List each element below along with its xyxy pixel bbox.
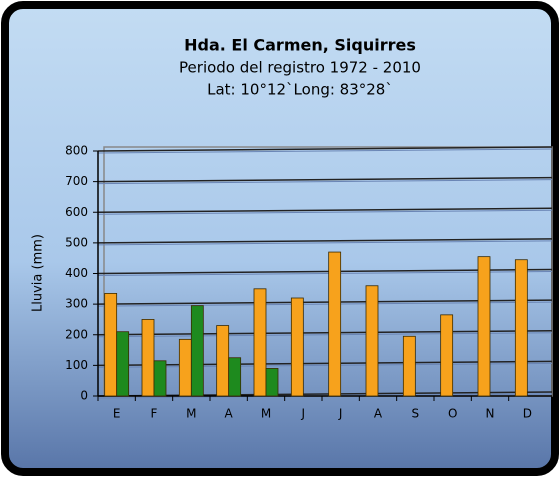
grid-line (97, 238, 553, 244)
bar (477, 256, 491, 397)
subtitle: Periodo del registro 1972 - 2010 (179, 59, 421, 77)
x-tick-label: D (523, 407, 532, 421)
bar (290, 297, 304, 397)
grid-shadow (97, 271, 553, 276)
bar (253, 288, 267, 397)
y-tick-label: 100 (65, 358, 88, 372)
grid-shadow (97, 148, 553, 154)
y-tick-label: 400 (65, 266, 88, 280)
x-tick-label: M (261, 407, 271, 421)
y-tick-label: 0 (80, 389, 88, 403)
x-tick-label: J (301, 407, 306, 421)
y-tick-label: 300 (65, 297, 88, 311)
bar (216, 325, 230, 397)
grid-line (97, 268, 553, 275)
grid-shadow (97, 362, 553, 368)
bar (328, 251, 342, 397)
x-tick-label: J (338, 407, 343, 421)
y-tick-label: 500 (65, 235, 88, 249)
grid-line (97, 330, 553, 336)
bar (104, 293, 118, 397)
y-tick-label: 200 (65, 327, 88, 341)
bar (178, 338, 192, 397)
grid-line (97, 176, 553, 183)
x-tick-label: N (486, 407, 495, 421)
x-tick-label: E (113, 407, 121, 421)
bar (141, 319, 155, 397)
bar (365, 285, 379, 397)
grid-line (97, 146, 553, 152)
bar (228, 357, 242, 397)
y-tick-label: 700 (65, 174, 88, 188)
grid-shadow (97, 179, 553, 185)
x-tick-label: A (374, 407, 383, 421)
chart-title: Hda. El Carmen, Siquirres (184, 36, 416, 55)
bar (440, 314, 454, 397)
bar (265, 368, 279, 397)
x-tick-label: F (151, 407, 158, 421)
grid-line (97, 299, 553, 305)
bar (514, 259, 528, 397)
grid-line (97, 207, 553, 213)
x-tick-label: A (225, 407, 234, 421)
bar (153, 360, 167, 397)
grid-line (97, 360, 553, 367)
bar (402, 335, 416, 397)
grid-shadow (97, 209, 553, 215)
y-tick-label: 800 (65, 144, 88, 158)
grid-shadow (97, 332, 553, 338)
bar (116, 331, 130, 397)
x-tick-label: O (448, 407, 457, 421)
y-tick-label: 600 (65, 205, 88, 219)
y-axis-label: Lluvia (mm) (31, 234, 46, 312)
subtitle: Lat: 10°12`Long: 83°28` (207, 81, 393, 99)
grid-shadow (97, 240, 553, 246)
x-tick-label: S (412, 407, 420, 421)
grid-shadow (97, 301, 553, 307)
bar (190, 305, 204, 397)
x-tick-label: M (186, 407, 196, 421)
